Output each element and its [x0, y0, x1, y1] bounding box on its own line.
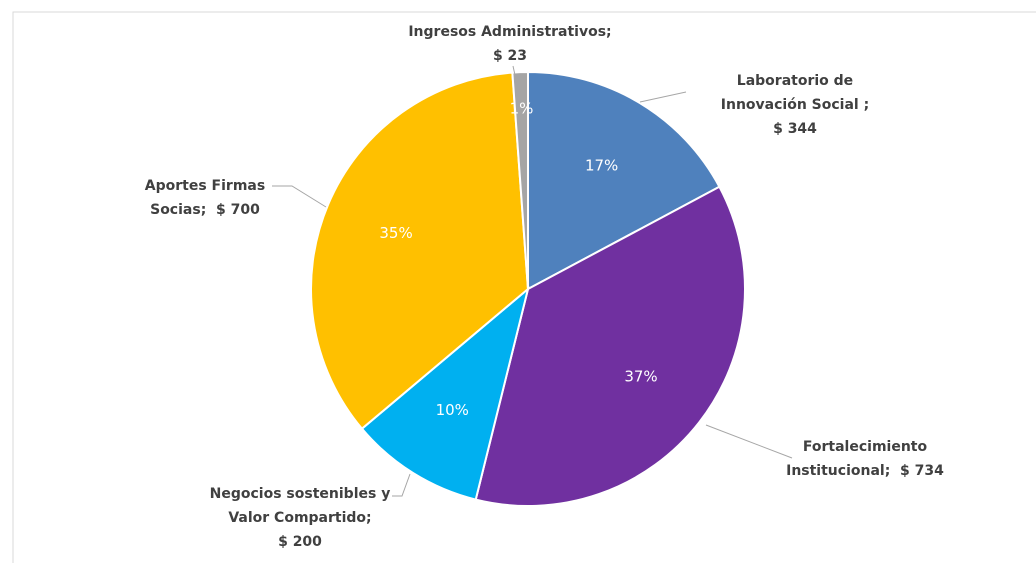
percent-label: 10% — [436, 401, 469, 419]
value-label: $ 344 — [773, 121, 817, 137]
percent-label: 1% — [510, 100, 534, 118]
category-label: Negocios sostenibles y Valor Compartido; — [209, 486, 391, 526]
category-label: Aportes Firmas Socias; — [144, 178, 266, 218]
slice-label: Aportes Firmas Socias; $ 700 — [130, 174, 280, 222]
value-label: $ 23 — [492, 48, 528, 64]
leader-line — [512, 65, 516, 76]
category-label: Laboratorio de Innovación Social ; — [720, 73, 870, 113]
value-label: $ 200 — [278, 534, 322, 550]
percent-label: 37% — [624, 368, 657, 386]
percent-label: 35% — [379, 224, 412, 242]
leader-lines — [272, 65, 793, 497]
percent-label: 17% — [585, 157, 618, 175]
slices — [310, 70, 746, 507]
slice-label: Laboratorio de Innovación Social ; $ 344 — [720, 69, 870, 141]
pie-slice — [527, 70, 721, 291]
pie-slice — [310, 71, 530, 431]
value-label: $ 700 — [216, 202, 260, 218]
category-label: Ingresos Administrativos; — [408, 24, 612, 40]
frame — [12, 11, 1036, 563]
percent-labels: 17% 37% 10% 35% 1% — [379, 100, 657, 420]
slice-label: Fortalecimiento Institucional; $ 734 — [770, 435, 960, 483]
leader-line — [272, 185, 327, 208]
leader-line — [392, 473, 411, 497]
leader-line — [639, 91, 687, 103]
value-label: $ 734 — [900, 463, 944, 479]
slice-label: Ingresos Administrativos; $ 23 — [380, 20, 640, 68]
slice-label: Negocios sostenibles y Valor Compartido;… — [190, 482, 410, 554]
pie-slice — [474, 185, 746, 507]
leader-line — [705, 424, 793, 459]
pie-slice — [360, 286, 530, 501]
pie-slice — [511, 70, 529, 290]
category-label: Fortalecimiento Institucional; — [786, 439, 928, 479]
